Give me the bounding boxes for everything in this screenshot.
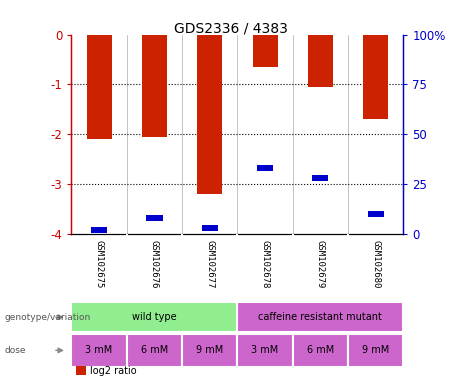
Bar (293, 334, 348, 367)
Text: 3 mM: 3 mM (251, 345, 279, 356)
Bar (308, 35, 333, 87)
Text: log2 ratio: log2 ratio (90, 366, 136, 376)
Text: dose: dose (5, 346, 26, 355)
Bar (237, 302, 403, 332)
Bar (312, 175, 329, 181)
Bar (367, 211, 384, 217)
Bar (197, 35, 222, 194)
Text: 6 mM: 6 mM (141, 345, 168, 356)
Text: GSM102677: GSM102677 (205, 240, 214, 288)
Bar (253, 35, 278, 67)
Text: 9 mM: 9 mM (196, 345, 224, 356)
Text: caffeine resistant mutant: caffeine resistant mutant (259, 312, 382, 322)
Bar (71, 334, 127, 367)
Bar (146, 215, 163, 221)
Text: GSM102676: GSM102676 (150, 240, 159, 288)
Bar (127, 334, 182, 367)
Text: 3 mM: 3 mM (85, 345, 113, 356)
Bar (91, 227, 107, 233)
Text: GDS2336 / 4383: GDS2336 / 4383 (173, 21, 288, 35)
Bar (348, 334, 403, 367)
Text: 6 mM: 6 mM (307, 345, 334, 356)
Bar (71, 302, 237, 332)
Bar (237, 334, 293, 367)
Bar (182, 334, 237, 367)
Bar (257, 166, 273, 171)
Text: GSM102680: GSM102680 (371, 240, 380, 288)
Text: genotype/variation: genotype/variation (5, 313, 91, 322)
Bar (201, 225, 218, 231)
Bar (142, 35, 167, 137)
Text: wild type: wild type (132, 312, 177, 322)
Text: 9 mM: 9 mM (362, 345, 390, 356)
Text: GSM102675: GSM102675 (95, 240, 104, 288)
Text: GSM102679: GSM102679 (316, 240, 325, 288)
Bar (363, 35, 388, 119)
Text: GSM102678: GSM102678 (260, 240, 270, 288)
Bar (87, 35, 112, 139)
